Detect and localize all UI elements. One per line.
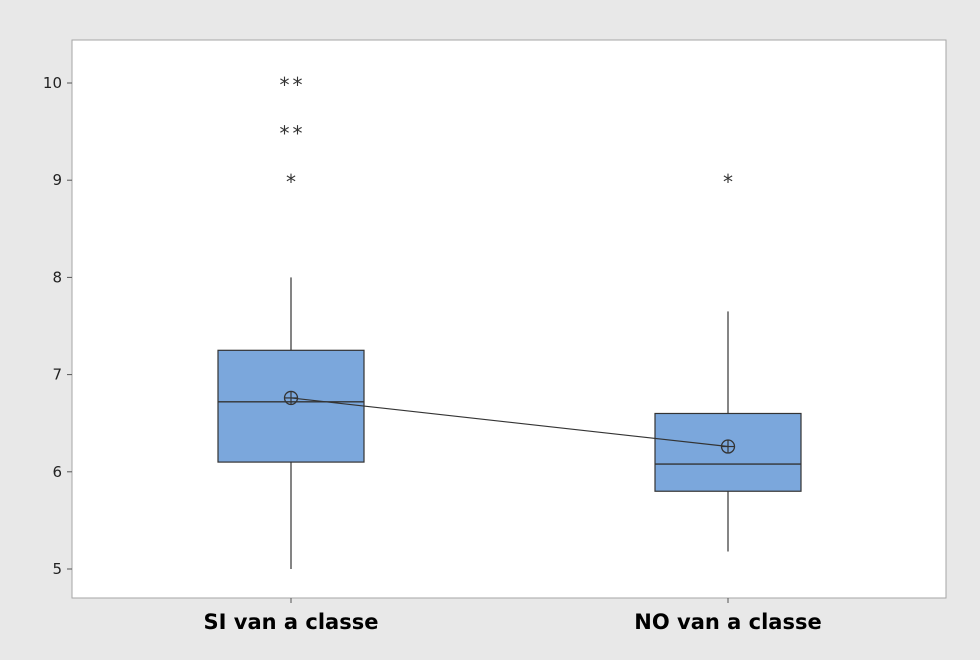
y-tick-label: 9 xyxy=(52,171,62,189)
x-axis-category-labels: SI van a classe NO van a classe xyxy=(204,598,822,634)
y-tick-label: 6 xyxy=(52,463,62,481)
outlier-marker: * xyxy=(293,73,303,97)
outlier-marker: * xyxy=(280,73,290,97)
outlier-marker: * xyxy=(723,170,733,194)
mean-marker xyxy=(720,439,736,454)
y-tick-label: 10 xyxy=(43,74,62,92)
mean-connect-line xyxy=(290,397,729,448)
y-axis: 5 6 7 8 9 10 xyxy=(43,74,72,578)
y-tick-label: 8 xyxy=(52,268,62,286)
plot-area xyxy=(71,39,947,599)
y-tick-label: 7 xyxy=(52,366,62,384)
y-tick-label: 5 xyxy=(52,560,62,578)
box-group xyxy=(217,277,365,569)
outliers-group: ** ** ** xyxy=(280,73,734,194)
outlier-marker: * xyxy=(280,122,290,146)
outlier-marker: * xyxy=(286,170,296,194)
x-category-label: NO van a classe xyxy=(634,610,821,634)
mean-marker xyxy=(283,390,299,406)
outlier-marker: * xyxy=(293,122,303,146)
mean-connect-line-group xyxy=(283,390,736,454)
x-category-label: SI van a classe xyxy=(204,610,379,634)
box-iqr xyxy=(217,349,365,463)
